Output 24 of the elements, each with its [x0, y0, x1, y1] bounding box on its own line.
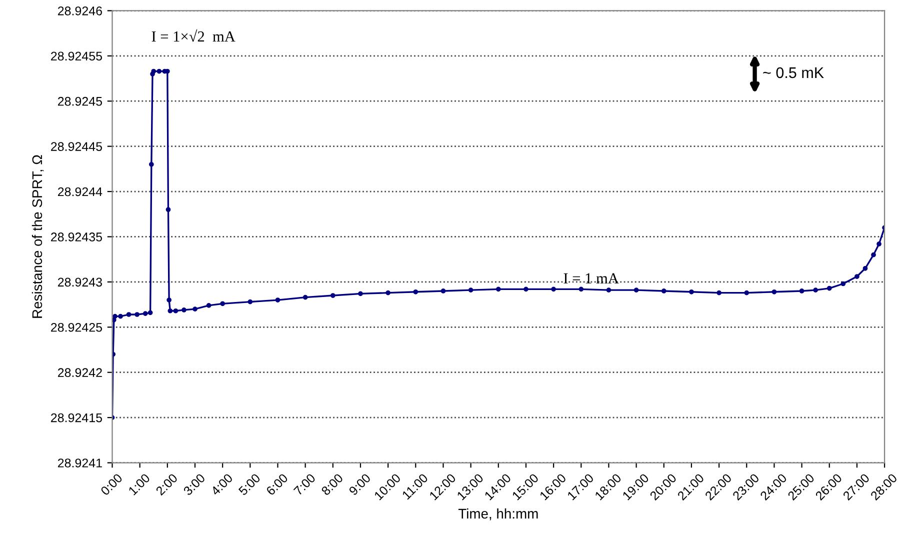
x-tick-label: 9:00 [348, 473, 372, 496]
x-tick-label: 3:00 [182, 473, 206, 496]
y-tick-label: 28.9243 [58, 278, 102, 287]
annotation: ~ 0.5 mK [763, 67, 824, 78]
x-tick-label: 7:00 [293, 473, 316, 496]
y-tick-label: 28.9245 [58, 96, 102, 106]
y-tick-label: 28.9241 [58, 458, 102, 468]
y-tick-label: 28.92455 [51, 52, 102, 61]
y-tick-label: 28.9242 [58, 368, 102, 378]
x-tick-label: 8:00 [320, 473, 344, 496]
x-tick-label: 6:00 [266, 473, 288, 496]
annotation: I = 1 mA [564, 273, 619, 284]
x-tick-label: 0:00 [100, 473, 123, 496]
y-tick-label: 28.92415 [51, 413, 102, 422]
y-tick-label: 28.92445 [51, 142, 102, 151]
y-tick-label: 28.92435 [51, 232, 102, 242]
x-axis-title: Time, hh:mm [458, 508, 538, 520]
x-tick-label: 5:00 [238, 473, 261, 496]
y-tick-label: 28.9244 [58, 187, 102, 196]
y-tick-label: 28.9246 [58, 6, 102, 16]
y-tick-label: 28.92425 [51, 322, 102, 332]
x-tick-label: 4:00 [210, 473, 234, 496]
annotation: I = 1×√2 mA [152, 29, 236, 42]
y-axis-title: Resistance of the SPRT, Ω [32, 155, 44, 318]
